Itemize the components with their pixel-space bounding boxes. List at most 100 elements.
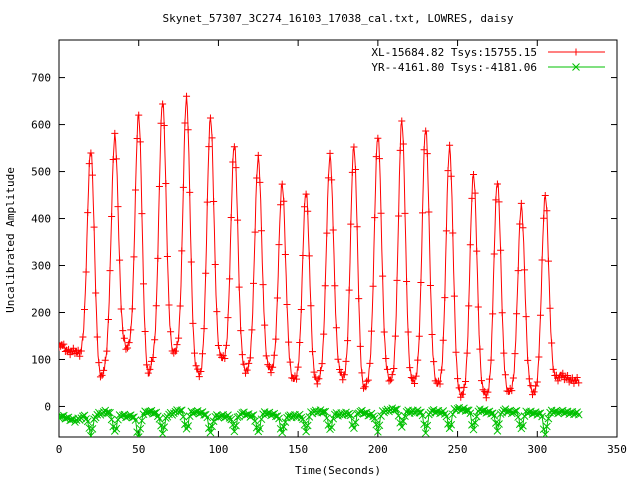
data-point-marker: [203, 198, 211, 206]
data-point-marker: [98, 371, 106, 379]
data-point-marker: [143, 361, 151, 369]
data-point-marker: [238, 351, 246, 359]
data-point-marker: [501, 371, 509, 379]
data-point-marker: [280, 197, 288, 205]
data-point-marker: [208, 134, 216, 142]
data-point-marker: [508, 387, 516, 395]
data-point-marker: [396, 146, 404, 154]
data-point-marker: [119, 327, 127, 335]
data-point-marker: [391, 332, 399, 340]
data-point-marker: [476, 345, 484, 353]
data-point-marker: [407, 374, 415, 382]
data-point-marker: [469, 425, 478, 434]
data-point-marker: [329, 226, 337, 234]
data-point-marker: [275, 414, 283, 423]
data-point-marker: [294, 363, 302, 371]
x-tick-label: 0: [56, 443, 63, 456]
data-point-marker: [66, 351, 74, 359]
data-point-marker: [331, 282, 339, 290]
data-point-marker: [245, 359, 253, 367]
data-point-marker: [350, 424, 358, 433]
data-point-marker: [465, 302, 473, 310]
data-point-marker: [404, 328, 412, 336]
data-point-marker: [108, 212, 116, 220]
data-point-marker: [162, 179, 170, 187]
data-point-marker: [253, 174, 261, 182]
data-point-marker: [442, 412, 451, 421]
data-point-marker: [83, 417, 92, 426]
data-point-marker: [173, 341, 181, 349]
data-point-marker: [418, 411, 427, 420]
data-point-marker: [297, 305, 305, 313]
data-point-marker: [114, 203, 122, 211]
data-point-marker: [519, 421, 527, 430]
data-point-marker: [471, 189, 479, 197]
data-point-marker: [352, 166, 360, 174]
data-point-marker: [179, 183, 187, 191]
data-point-marker: [538, 412, 546, 421]
data-point-marker: [293, 375, 301, 383]
data-point-marker: [296, 339, 304, 347]
data-point-marker: [138, 210, 146, 218]
data-point-marker: [485, 375, 493, 383]
data-point-marker: [249, 411, 258, 419]
data-point-marker: [511, 407, 519, 416]
data-point-marker: [111, 129, 119, 137]
data-point-marker: [230, 427, 239, 436]
data-point-marker: [208, 422, 216, 431]
x-tick-label: 300: [527, 443, 547, 456]
data-point-marker: [178, 247, 186, 255]
data-point-marker: [76, 352, 84, 360]
legend-entry-label: XL-15684.82 Tsys:15755.15: [371, 46, 537, 59]
data-point-marker: [139, 280, 147, 288]
data-point-marker: [482, 394, 490, 402]
data-point-marker: [460, 383, 468, 391]
data-point-marker: [272, 335, 280, 343]
data-point-marker: [71, 349, 79, 357]
data-point-marker: [414, 356, 422, 364]
data-point-marker: [474, 303, 482, 311]
data-point-marker: [509, 374, 517, 382]
data-point-marker: [124, 344, 132, 352]
data-point-marker: [299, 415, 307, 424]
y-tick-label: 600: [31, 119, 51, 132]
data-point-marker: [127, 326, 135, 334]
data-point-marker: [122, 345, 130, 353]
data-point-marker: [399, 417, 408, 426]
data-point-marker: [369, 282, 377, 290]
data-point-marker: [184, 126, 192, 134]
data-point-marker: [262, 352, 270, 360]
data-point-marker: [374, 134, 382, 142]
data-point-marker: [141, 327, 149, 335]
data-point-marker: [315, 375, 323, 383]
data-point-marker: [470, 170, 478, 178]
data-point-marker: [136, 138, 144, 146]
data-point-marker: [454, 375, 462, 383]
series-markers: [59, 92, 583, 402]
data-point-marker: [136, 424, 145, 433]
data-point-marker: [226, 275, 234, 283]
data-point-marker: [112, 424, 121, 433]
data-point-marker: [479, 386, 487, 394]
data-point-marker: [321, 407, 330, 416]
data-point-marker: [511, 350, 519, 358]
data-point-marker: [524, 356, 532, 364]
data-point-marker: [131, 416, 140, 424]
data-point-marker: [85, 160, 93, 168]
data-point-marker: [340, 371, 348, 379]
data-point-marker: [473, 247, 481, 255]
data-point-marker: [350, 143, 358, 151]
data-point-marker: [163, 252, 171, 260]
data-point-marker: [393, 276, 401, 284]
data-point-marker: [93, 333, 101, 341]
data-point-marker: [358, 369, 366, 377]
data-point-marker: [120, 334, 128, 342]
y-tick-label: 200: [31, 306, 51, 319]
data-point-marker: [489, 310, 497, 318]
data-point-marker: [374, 427, 382, 436]
data-point-marker: [375, 421, 384, 430]
data-point-marker: [422, 127, 430, 135]
data-point-marker: [101, 356, 109, 364]
data-point-marker: [104, 316, 112, 324]
data-point-marker: [544, 414, 553, 423]
